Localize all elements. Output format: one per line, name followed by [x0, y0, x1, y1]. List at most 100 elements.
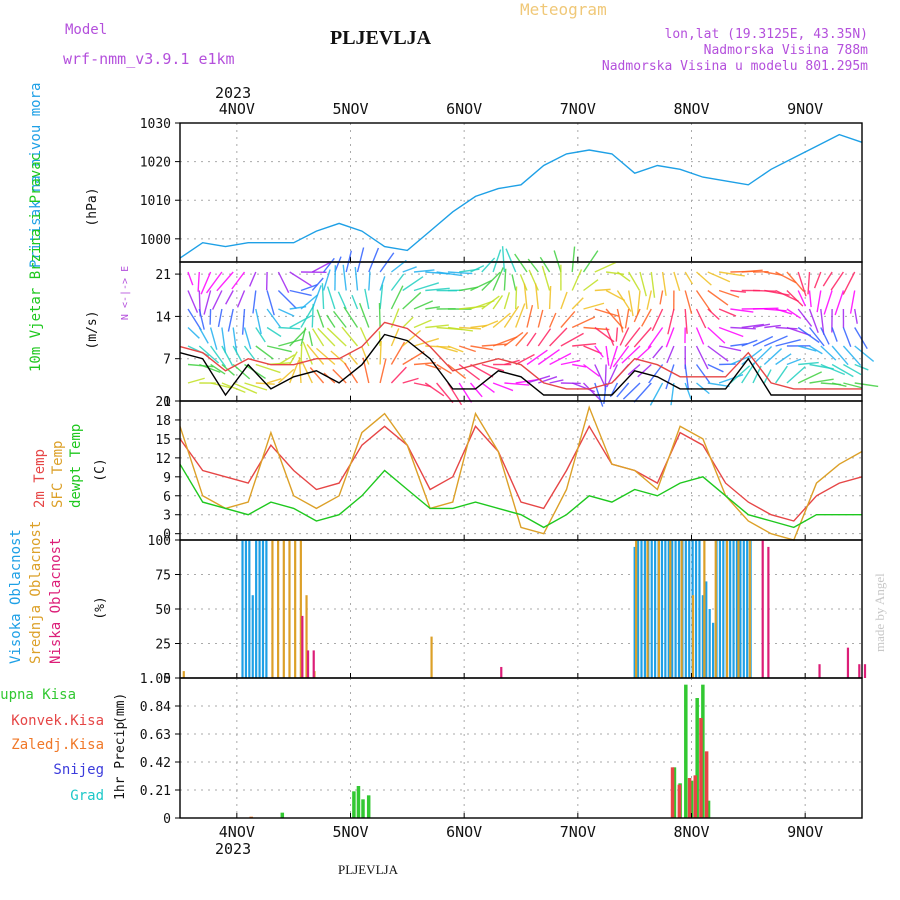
wind-arrow: [402, 377, 419, 384]
wind-arrow: [624, 327, 641, 348]
bar-4-1-5: [704, 751, 709, 818]
wind-arrow: [843, 363, 862, 376]
wind-arrow: [504, 382, 530, 386]
wind-arrow: [649, 382, 664, 406]
bar-3-1-5: [294, 540, 297, 678]
wind-arrow: [481, 363, 505, 372]
cloud-unit: (%): [93, 596, 108, 619]
wind-arrow: [413, 361, 436, 366]
wind-arrow: [459, 326, 482, 330]
wind-arrow: [210, 382, 233, 389]
bar-3-2-1: [306, 650, 310, 678]
wind-arrow: [605, 308, 624, 329]
bar-3-1-7: [305, 595, 308, 678]
bar-4-0-2: [356, 786, 361, 818]
wind-arrow: [413, 319, 432, 329]
pressure-unit: (hPa): [85, 187, 100, 226]
bar-3-1-12: [657, 540, 660, 678]
wind-arrow: [775, 271, 797, 284]
bar-3-2-2: [312, 650, 315, 678]
bar-3-2-8: [858, 664, 861, 678]
wind-arrow: [752, 346, 773, 366]
wind-arrow: [197, 271, 200, 292]
wind-arrow: [730, 308, 754, 313]
wind-arrow: [583, 363, 600, 377]
wind-arrow: [413, 282, 440, 292]
wind-arrow: [470, 279, 493, 292]
bar-3-1-18: [726, 540, 729, 678]
panel-frame-4: [179, 677, 863, 819]
legend-hail: Grad: [70, 788, 104, 804]
station-title: PLJEVLJA: [330, 27, 432, 49]
wind-arrow: [616, 382, 630, 398]
wind-arrow: [684, 290, 693, 314]
wind-arrow: [572, 342, 597, 347]
bar-3-0-36: [729, 540, 732, 678]
bar-3-1-11: [646, 540, 649, 678]
wind-arrow: [378, 302, 381, 328]
wind-arrow: [718, 271, 745, 277]
wind-arrow: [243, 327, 252, 350]
wind-arrow: [503, 331, 524, 347]
wind-arrow: [548, 285, 552, 310]
wind-arrow: [458, 363, 481, 381]
bar-3-1-2: [277, 540, 280, 678]
bar-3-0-1: [244, 540, 248, 678]
bar-3-0-28: [701, 595, 704, 678]
wind-arrow: [609, 345, 619, 370]
bar-3-0-0: [241, 540, 244, 678]
wind-arrow: [571, 246, 576, 273]
wind-arrow: [537, 348, 560, 366]
bar-3-0-9: [636, 540, 640, 678]
wind-arrow: [583, 345, 602, 355]
wind-arrow: [298, 357, 302, 384]
date-label-top-4: 8NOV: [673, 100, 709, 118]
model-name: wrf-nmm_v3.9.1 e1km: [63, 50, 235, 68]
wind-arrow: [481, 295, 500, 310]
wind-arrow: [849, 290, 856, 314]
wind-arrow: [822, 271, 833, 287]
wind-arrow: [786, 358, 802, 366]
wind-arrow: [519, 274, 528, 291]
wind-arrow: [752, 335, 774, 347]
wind-arrow: [707, 363, 724, 373]
wind-arrow: [775, 326, 798, 330]
wind-arrow: [187, 326, 200, 339]
bar-3-0-3: [251, 595, 254, 678]
bar-4-1-3: [693, 775, 698, 818]
wind-arrow: [673, 271, 681, 292]
bar-3-0-26: [694, 540, 698, 678]
wind-arrow: [797, 308, 813, 327]
wind-arrow: [503, 268, 507, 291]
date-label-bottom-2: 6NOV: [446, 823, 482, 841]
wind-arrow: [594, 345, 604, 358]
wind-arrow: [541, 265, 551, 291]
bar-3-0-6: [261, 540, 265, 678]
precip-label: 1hr Precip: [113, 722, 128, 800]
ytick-label-3-0: 0: [163, 672, 171, 687]
wind-arrow: [447, 345, 464, 353]
wind-arrow: [341, 326, 359, 347]
bar-3-2-3: [500, 666, 503, 678]
wind-arrow: [354, 266, 359, 291]
wind-arrow: [763, 348, 783, 366]
wind-arrow: [842, 271, 856, 295]
wind-arrow: [390, 341, 406, 365]
wind-arrow: [797, 271, 807, 297]
wind-arrow: [333, 310, 347, 328]
wind-arrow: [413, 269, 435, 273]
wind-arrow: [187, 308, 202, 331]
wind-arrow: [553, 250, 562, 273]
ytick-label-1-3: 21: [155, 268, 171, 283]
series-line-0-0: [179, 133, 863, 259]
legend-sfc: SFC Temp: [50, 441, 66, 508]
wind-arrow: [797, 326, 820, 344]
ytick-label-0-3: 1030: [140, 117, 171, 132]
wind-arrow: [764, 308, 787, 312]
date-label-top-1: 5NOV: [332, 100, 368, 118]
wind-arrow: [351, 294, 359, 310]
wind-arrow: [481, 320, 499, 329]
bar-3-0-8: [633, 546, 636, 678]
wind-arrow: [707, 271, 731, 283]
wind-arrow: [481, 271, 501, 291]
